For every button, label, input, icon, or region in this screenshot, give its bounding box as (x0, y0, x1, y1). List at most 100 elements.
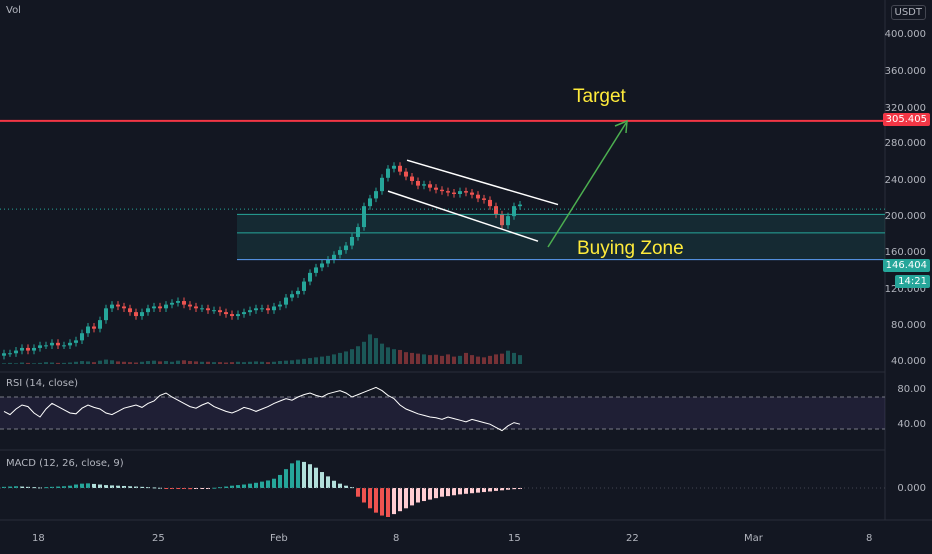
candle-body (320, 263, 324, 268)
macd-bar (344, 485, 348, 488)
macd-bar (164, 488, 168, 489)
volume-bar (338, 352, 342, 364)
macd-bar (134, 486, 138, 488)
buying-zone-annotation[interactable]: Buying Zone (577, 238, 684, 259)
volume-bar (272, 361, 276, 364)
macd-bar (254, 482, 258, 488)
volume-bar (86, 361, 90, 364)
price-tick: 320.000 (884, 103, 926, 114)
volume-bar (2, 363, 6, 364)
candle-body (338, 250, 342, 255)
macd-bar (392, 488, 396, 515)
macd-bar (326, 476, 330, 488)
candle-body (104, 308, 108, 321)
candle-body (296, 290, 300, 295)
candle-body (314, 267, 318, 273)
candle-body (350, 236, 354, 246)
candle-body (422, 184, 426, 186)
volume-bar (434, 354, 438, 364)
time-tick: 8 (393, 533, 400, 544)
volume-bar (458, 355, 462, 364)
channel-lower-line (387, 190, 539, 242)
time-tick: 18 (32, 533, 45, 544)
macd-bar (188, 488, 192, 490)
macd-bar (110, 485, 114, 488)
macd-bar (458, 488, 462, 495)
macd-bar (200, 488, 204, 489)
volume-bar (368, 334, 372, 364)
volume-bar (176, 360, 180, 364)
macd-bar (320, 472, 324, 488)
candle-body (50, 342, 54, 346)
candle-body (458, 191, 462, 194)
target-annotation[interactable]: Target (573, 86, 626, 107)
time-tick: Feb (270, 533, 288, 544)
candle-body (206, 308, 210, 311)
volume-bar (380, 343, 384, 364)
price-tick: 200.000 (884, 211, 926, 222)
volume-bar (290, 360, 294, 364)
macd-bar (62, 486, 66, 488)
candle-body (224, 312, 228, 315)
countdown-tag: 14:21 (895, 275, 930, 288)
candle-body (488, 199, 492, 207)
volume-bar (512, 352, 516, 364)
candle-body (476, 194, 480, 199)
volume-bar (488, 355, 492, 364)
volume-bar (50, 362, 54, 364)
macd-bar (98, 484, 102, 488)
macd-bar (314, 467, 318, 488)
candle-body (302, 281, 306, 291)
candle-body (32, 347, 36, 351)
candle-body (242, 312, 246, 315)
macd-bar (8, 486, 12, 488)
candle-body (194, 306, 198, 309)
price-tick: 240.000 (884, 175, 926, 186)
volume-bar (350, 349, 354, 364)
macd-tick: 0.000 (897, 483, 926, 494)
volume-bar (92, 362, 96, 364)
candle-body (188, 304, 192, 307)
macd-bar (482, 488, 486, 493)
macd-bar (296, 460, 300, 488)
candle-body (248, 310, 252, 313)
candle-body (410, 176, 414, 181)
price-tick: 280.000 (884, 138, 926, 149)
volume-bar (344, 351, 348, 364)
price-tick: 400.000 (884, 29, 926, 40)
macd-bar (32, 487, 36, 489)
candle-body (470, 192, 474, 195)
candle-body (230, 314, 234, 317)
macd-bar (248, 483, 252, 488)
macd-bar (422, 488, 426, 502)
candle-body (212, 310, 216, 312)
candle-body (38, 345, 42, 348)
volume-bar (452, 356, 456, 364)
volume-bar (98, 360, 102, 364)
volume-bar (38, 362, 42, 364)
candle-body (200, 308, 204, 310)
macd-bar (374, 488, 378, 513)
macd-bar (470, 488, 474, 494)
candle-body (290, 294, 294, 298)
currency-badge[interactable]: USDT (890, 5, 926, 20)
volume-bar (188, 361, 192, 364)
candle-body (272, 306, 276, 311)
volume-bar (278, 361, 282, 364)
target-arrow-head (614, 119, 628, 134)
volume-bar (122, 361, 126, 364)
macd-bar (80, 483, 84, 488)
macd-bar (512, 488, 516, 490)
candle-body (506, 216, 510, 226)
macd-bar (290, 463, 294, 488)
candle-body (284, 297, 288, 305)
volume-bar (242, 362, 246, 364)
candle-body (362, 206, 366, 228)
macd-bar (92, 483, 96, 488)
vol-label: Vol (6, 5, 21, 16)
volume-bar (302, 358, 306, 364)
volume-bar (314, 357, 318, 364)
macd-bar (368, 488, 372, 509)
volume-bar (134, 362, 138, 364)
